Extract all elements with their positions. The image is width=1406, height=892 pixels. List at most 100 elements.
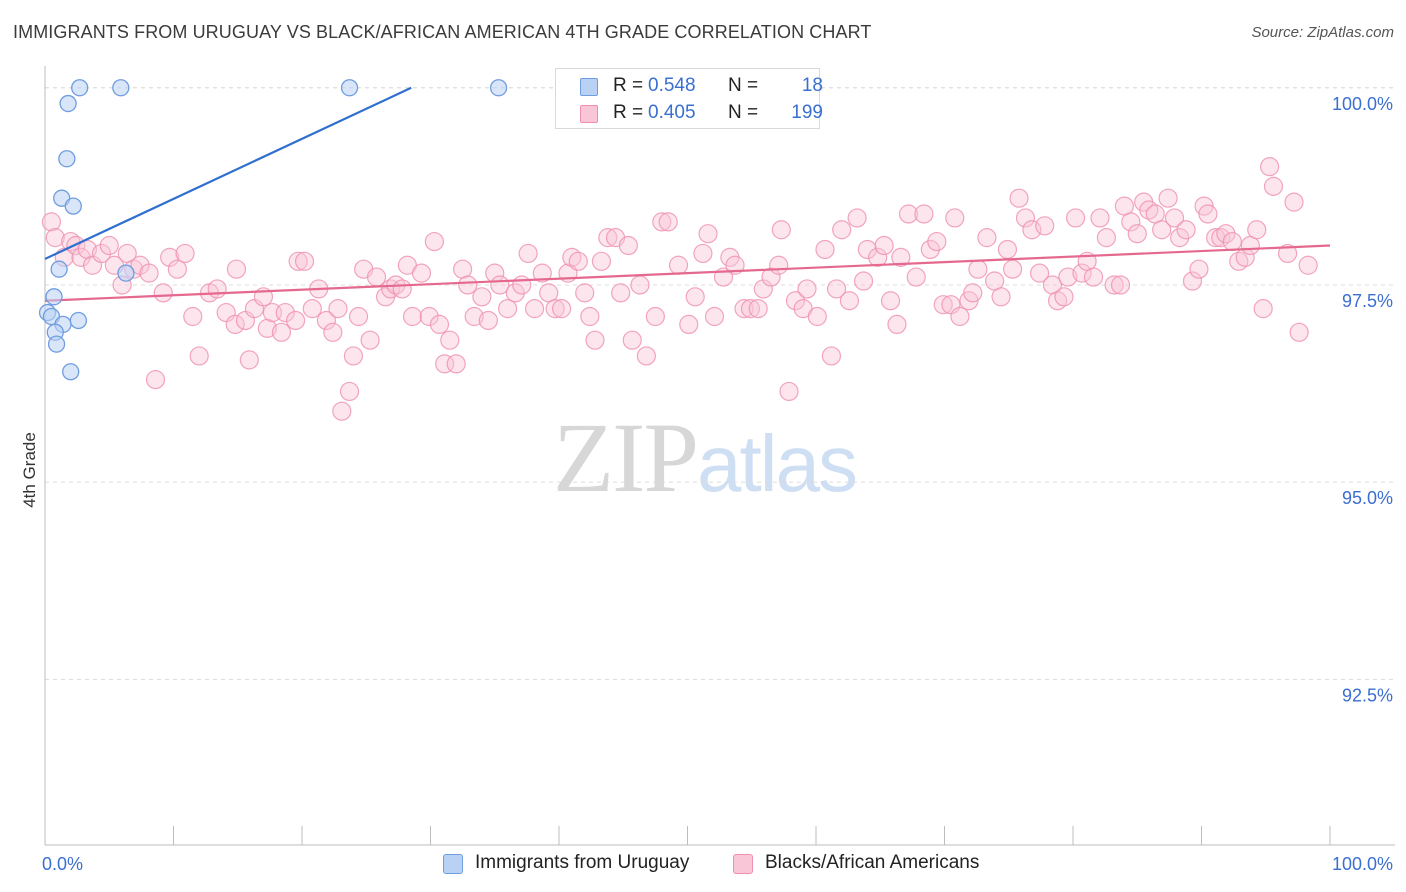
pink-point xyxy=(847,208,867,228)
pink-point xyxy=(41,212,62,232)
pink-point xyxy=(1277,243,1298,264)
pink-point xyxy=(419,306,439,327)
pink-point xyxy=(1164,208,1185,228)
pink-point xyxy=(551,299,572,319)
pink-point xyxy=(1298,255,1318,275)
pink-point xyxy=(348,306,369,327)
pink-point xyxy=(402,306,423,327)
pink-point xyxy=(771,220,791,240)
pink-point xyxy=(832,220,852,240)
pink-point xyxy=(1090,208,1110,228)
watermark-atlas: atlas xyxy=(697,419,858,508)
blue-point xyxy=(45,288,63,306)
pink-point xyxy=(914,204,934,224)
bottom-legend-label: Immigrants from Uruguay xyxy=(475,852,690,873)
pink-point xyxy=(226,259,247,279)
pink-point xyxy=(618,235,638,256)
pink-point xyxy=(821,346,842,366)
pink-point xyxy=(668,255,689,275)
pink-point xyxy=(1065,208,1086,228)
pink-point xyxy=(328,299,348,319)
blue-point xyxy=(62,363,80,381)
pink-point xyxy=(769,255,789,275)
pink-point xyxy=(826,279,847,299)
pink-point xyxy=(458,275,478,295)
chart-title: IMMIGRANTS FROM URUGUAY VS BLACK/AFRICAN… xyxy=(13,22,872,42)
pink-point xyxy=(464,306,484,327)
pink-point xyxy=(1222,231,1242,252)
pink-point xyxy=(478,310,498,331)
blue-point xyxy=(69,311,88,330)
pink-point xyxy=(472,287,492,307)
bottom-legend-label: Blacks/African Americans xyxy=(765,852,980,873)
pink-point xyxy=(797,279,817,299)
stats-legend: R = 0.548 N = 18 R = 0.405 N = 199 xyxy=(555,68,823,129)
blue-point xyxy=(59,94,77,113)
pink-point xyxy=(294,251,315,271)
pink-point xyxy=(225,314,245,335)
pink-point xyxy=(977,228,997,248)
pink-point xyxy=(145,370,166,390)
pink-point xyxy=(611,283,631,303)
pink-point xyxy=(1253,299,1273,319)
pink-point xyxy=(435,354,455,374)
pink-point xyxy=(288,251,308,271)
pink-point xyxy=(568,251,588,271)
pink-point xyxy=(685,287,705,307)
pink-point xyxy=(968,259,988,279)
pink-point xyxy=(853,271,874,291)
pink-point xyxy=(622,330,642,350)
pink-point xyxy=(1198,204,1218,224)
blue-point xyxy=(47,335,66,353)
pink-point xyxy=(167,259,187,279)
pink-point xyxy=(652,212,672,232)
x-tick-label-end: 100.0% xyxy=(1332,854,1393,874)
y-tick-label: 95.0% xyxy=(1342,488,1393,508)
pink-point xyxy=(429,314,450,335)
pink-point xyxy=(636,346,656,366)
pink-point xyxy=(887,314,907,335)
y-axis-label: 4th Grade xyxy=(20,432,39,508)
pink-point xyxy=(891,247,911,267)
legend-r-label: R = xyxy=(613,102,644,123)
pink-point xyxy=(339,381,360,402)
pink-point xyxy=(139,263,159,283)
pink-point xyxy=(658,212,678,232)
legend-n-label: N = xyxy=(728,75,759,96)
pink-point xyxy=(963,283,983,303)
pink-point xyxy=(1054,287,1074,307)
pink-point xyxy=(1096,228,1117,248)
bottom-legend-swatch-black xyxy=(733,854,753,874)
pink-point xyxy=(175,243,195,264)
blue-point xyxy=(112,79,130,97)
pink-point xyxy=(302,299,322,319)
pink-point xyxy=(748,299,768,319)
pink-point xyxy=(807,306,827,327)
legend-swatch-uruguay xyxy=(580,78,598,96)
pink-point xyxy=(997,239,1018,260)
pink-point xyxy=(898,204,919,224)
pink-point xyxy=(189,346,209,366)
pink-point xyxy=(839,291,860,311)
blue-point xyxy=(58,150,76,168)
pink-point xyxy=(1104,275,1124,295)
pink-point xyxy=(1003,259,1023,279)
pink-point xyxy=(740,299,761,319)
pink-point xyxy=(1260,157,1280,177)
pink-point xyxy=(160,247,180,267)
watermark-zip: ZIP xyxy=(553,402,699,513)
pink-point xyxy=(99,235,119,256)
pink-point xyxy=(71,247,91,267)
pink-point xyxy=(693,243,713,264)
pink-point xyxy=(440,330,460,350)
pink-point xyxy=(779,381,799,402)
pink-point xyxy=(880,291,901,311)
pink-point xyxy=(532,263,552,283)
pink-point xyxy=(1015,208,1036,228)
y-tick-label: 100.0% xyxy=(1332,94,1393,114)
pink-point xyxy=(591,251,612,271)
pink-point xyxy=(207,279,227,299)
pink-point xyxy=(1176,220,1196,240)
pink-point xyxy=(239,350,259,370)
pink-point xyxy=(575,283,595,303)
